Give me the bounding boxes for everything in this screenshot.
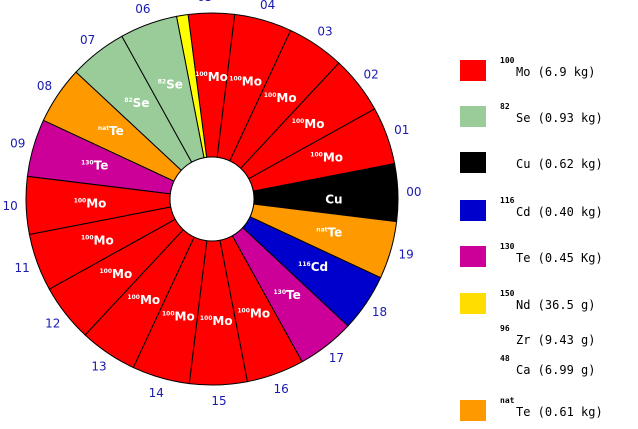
sector-label-element: Cu	[325, 193, 342, 207]
sector-label-element: Te	[109, 124, 124, 138]
sector-number: 03	[317, 25, 332, 39]
sector-number: 16	[273, 382, 288, 396]
sector-number: 02	[364, 68, 379, 82]
sector-03-label: 100Mo	[264, 91, 297, 105]
sector-label-element: Mo	[208, 70, 228, 84]
sector-08-label: natTe	[98, 124, 124, 138]
sector-number: 19	[399, 248, 414, 262]
sector-label-element: Mo	[86, 196, 106, 210]
sector-label-element: Mo	[112, 267, 132, 281]
sector-label-isotope: 82	[124, 97, 132, 104]
sector-number: 13	[91, 359, 106, 373]
sector-12-label: 100Mo	[100, 267, 133, 281]
sector-label-element: Mo	[250, 307, 270, 321]
sector-label-element: Te	[94, 158, 109, 172]
sector-02-label: 100Mo	[292, 117, 325, 131]
sector-label-element: Se	[133, 96, 150, 110]
sector-label-isotope: 100	[127, 294, 140, 301]
sector-label-element: Cd	[311, 260, 328, 274]
sector-label-element: Te	[286, 288, 301, 302]
sector-number: 08	[37, 79, 52, 93]
sector-label-isotope: 100	[200, 315, 213, 322]
sector-label-isotope: 100	[264, 92, 277, 99]
sector-number: 15	[211, 394, 226, 408]
sector-number: 11	[15, 261, 30, 275]
sector-11-label: 100Mo	[81, 234, 114, 248]
sector-number: 00	[406, 185, 421, 199]
sector-label-isotope: 116	[298, 261, 311, 268]
sector-15-label: 100Mo	[200, 314, 233, 328]
sector-label-isotope: 130	[81, 159, 94, 166]
sector-07-label: 82Se	[124, 96, 149, 110]
sector-label-isotope: 100	[74, 197, 87, 204]
sector-number: 04	[260, 0, 275, 12]
sector-label-isotope: nat	[316, 227, 327, 234]
sector-label-element: Se	[166, 77, 183, 91]
sector-numbers: 00 01 02 03 04 05 06 07 08 09 10 11 12 13 14 15 16 17 18 19	[2, 0, 421, 408]
sector-number: 09	[10, 136, 25, 150]
sector-01-label: 100Mo	[310, 150, 343, 164]
sector-label-element: Mo	[94, 234, 114, 248]
sector-number: 06	[135, 2, 150, 16]
sector-17-label: 130Te	[273, 288, 300, 302]
sector-06-label: 82Se	[158, 77, 183, 91]
sector-10-label: 100Mo	[74, 196, 107, 210]
sector-label-isotope: 100	[229, 76, 242, 83]
sector-label-isotope: 100	[310, 151, 323, 158]
sector-label-element: Mo	[175, 309, 195, 323]
sector-label-element: Mo	[242, 75, 262, 89]
sector-number: 01	[394, 123, 409, 137]
wheel-sectors	[25, 12, 399, 386]
wheel-labels: Cu100Mo100Mo100Mo100Mo100Mo82Se82SenatTe…	[74, 70, 343, 328]
sector-19-label: natTe	[316, 226, 342, 240]
sector-number: 12	[45, 316, 60, 330]
sector-label-isotope: 100	[100, 268, 113, 275]
sector-label-element: Mo	[212, 314, 232, 328]
sector-14-label: 100Mo	[162, 309, 195, 323]
sector-05-label: 100Mo	[195, 70, 228, 84]
sector-number: 10	[2, 199, 17, 213]
sector-label-isotope: 100	[195, 71, 208, 78]
sector-04-label: 100Mo	[229, 75, 262, 89]
sector-00-label: Cu	[325, 193, 342, 207]
sector-number: 05	[197, 0, 212, 4]
sector-label-element: Mo	[323, 150, 343, 164]
sector-09-label: 130Te	[81, 158, 108, 172]
sector-label-isotope: 130	[273, 289, 286, 296]
sector-label-element: Te	[328, 226, 343, 240]
sector-number: 18	[372, 305, 387, 319]
sector-label-element: Mo	[304, 117, 324, 131]
sector-label-isotope: 100	[292, 118, 305, 125]
sector-label-element: Mo	[140, 293, 160, 307]
sector-13-label: 100Mo	[127, 293, 160, 307]
sector-18-label: 116Cd	[298, 260, 328, 274]
sector-label-isotope: 100	[237, 308, 250, 315]
sector-label-isotope: 100	[162, 310, 175, 317]
sector-label-isotope: 100	[81, 235, 94, 242]
sector-number: 17	[329, 351, 344, 365]
sector-16-label: 100Mo	[237, 307, 270, 321]
center-hole	[169, 156, 255, 242]
sector-number: 07	[80, 33, 95, 47]
sector-label-element: Mo	[276, 91, 296, 105]
sector-label-isotope: 82	[158, 78, 166, 85]
sector-label-isotope: nat	[98, 125, 109, 132]
sector-number: 14	[149, 386, 164, 400]
